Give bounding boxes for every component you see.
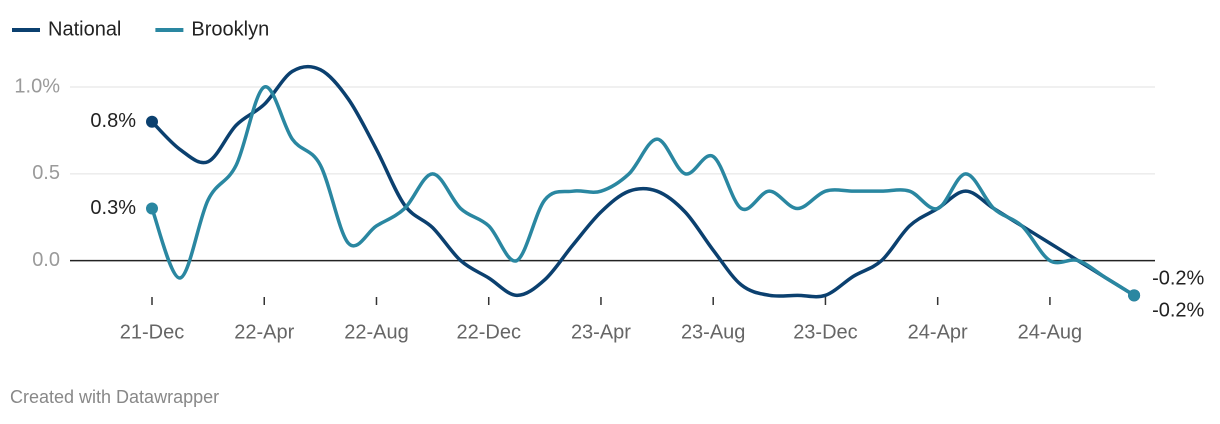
end-dot bbox=[146, 202, 158, 215]
end-dot bbox=[1128, 289, 1141, 302]
value-label: -0.2% bbox=[1152, 268, 1204, 290]
credit: Created with Datawrapper bbox=[10, 387, 219, 407]
end-dot bbox=[146, 115, 158, 128]
y-tick-label: 0.5 bbox=[32, 162, 60, 184]
value-label: 0.8% bbox=[90, 110, 136, 132]
x-tick-label: 24-Aug bbox=[1018, 321, 1083, 343]
x-tick-label: 22-Aug bbox=[344, 321, 409, 343]
x-tick-label: 21-Dec bbox=[120, 321, 184, 343]
x-tick-label: 23-Aug bbox=[681, 321, 746, 343]
y-tick-label: 0.0 bbox=[32, 249, 60, 271]
x-tick-label: 23-Dec bbox=[793, 321, 857, 343]
x-tick-label: 24-Apr bbox=[908, 321, 968, 343]
legend-label: National bbox=[48, 18, 121, 40]
value-label: -0.2% bbox=[1152, 300, 1204, 322]
value-label: 0.3% bbox=[90, 197, 136, 219]
series-line bbox=[150, 85, 1136, 297]
series-line bbox=[150, 64, 1136, 299]
y-tick-label: 1.0% bbox=[14, 75, 60, 97]
x-tick-label: 23-Apr bbox=[571, 321, 631, 343]
x-tick-label: 22-Dec bbox=[456, 321, 520, 343]
legend-label: Brooklyn bbox=[191, 18, 269, 40]
x-tick-label: 22-Apr bbox=[234, 321, 294, 343]
